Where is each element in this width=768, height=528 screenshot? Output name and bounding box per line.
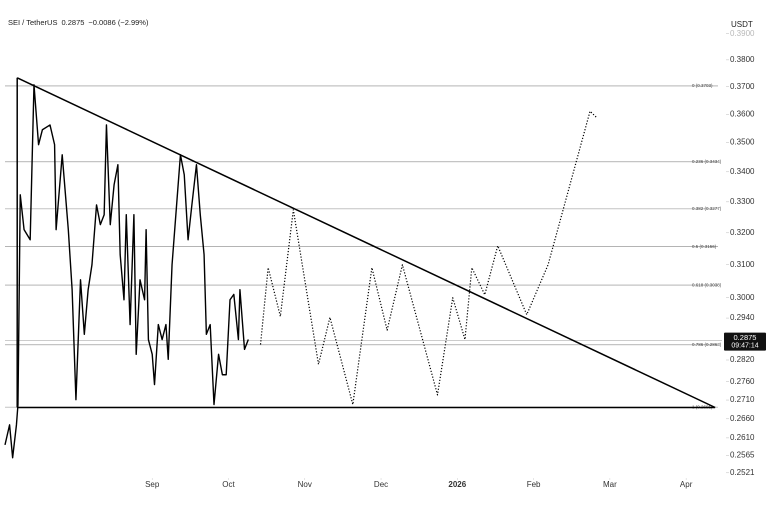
y-tick-label: 0.3600 <box>730 109 755 118</box>
y-tick-label: 0.2521 <box>730 468 755 477</box>
trendline <box>16 77 716 409</box>
y-tick-label: 0.3900 <box>730 29 755 38</box>
y-tick-label: 0.2660 <box>730 414 755 423</box>
x-tick-label: Mar <box>603 480 617 489</box>
y-tick-label: 0.2820 <box>730 355 755 364</box>
x-tick-label: Apr <box>680 480 693 489</box>
y-tick-label: 0.2710 <box>730 395 755 404</box>
y-tick-label: 0.3100 <box>730 260 755 269</box>
x-tick-label: Oct <box>222 480 235 489</box>
fib-label: 0.382 (0.3277) <box>692 206 722 211</box>
fib-label: 0 (0.3703) <box>692 83 713 88</box>
price-tag <box>724 332 766 351</box>
y-tick-label: 0.3700 <box>730 82 755 91</box>
y-tick-label: 0.3500 <box>730 138 755 147</box>
chart-title: SEI / TetherUS 0.2875 −0.0086 (−2.99%) <box>8 18 149 27</box>
y-tick-label: 0.2940 <box>730 313 755 322</box>
fib-label: 0.786 (0.2863) <box>692 342 722 347</box>
x-tick-label: Sep <box>145 480 160 489</box>
header-change: −0.0086 (−2.99%) <box>88 18 149 27</box>
price-tag-time: 09:47:14 <box>731 342 758 349</box>
x-tick-label: Feb <box>527 480 541 489</box>
x-tick-label: 2026 <box>448 480 466 489</box>
price-line <box>259 110 597 406</box>
y-tick-label: 0.3000 <box>730 293 755 302</box>
y-tick-label: 0.2610 <box>730 433 755 442</box>
x-tick-label: Dec <box>374 480 388 489</box>
price-tag-value: 0.2875 <box>734 333 757 342</box>
y-tick-label: 0.3300 <box>730 197 755 206</box>
y-tick-label: 0.3400 <box>730 167 755 176</box>
x-tick-label: Nov <box>298 480 312 489</box>
y-tick-label: 0.2565 <box>730 450 755 459</box>
fib-label: 0.618 (0.3038) <box>692 282 722 287</box>
fib-label: 0.236 (0.3434) <box>692 159 722 164</box>
y-tick-label: 0.3800 <box>730 55 755 64</box>
y-tick-label: 0.3200 <box>730 228 755 237</box>
fib-label: 0.5 (0.3156) <box>692 244 717 249</box>
price-line <box>4 84 249 459</box>
y-tick-label: 0.2760 <box>730 377 755 386</box>
header-price: 0.2875 <box>61 18 84 27</box>
symbol: SEI / TetherUS <box>8 18 57 27</box>
y-axis-label: USDT <box>731 20 753 29</box>
